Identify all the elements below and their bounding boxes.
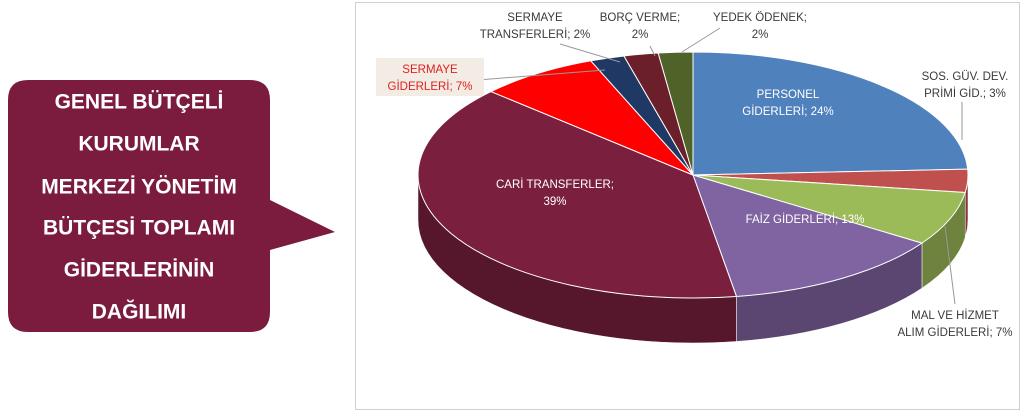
data-label: GİDERLERİ; 7%: [388, 80, 473, 93]
data-label: SERMAYE: [402, 64, 458, 76]
slice: [417, 90, 738, 299]
title-line: KURUMLAR: [78, 133, 199, 156]
data-label: PRİMİ GİD.; 3%: [924, 87, 1006, 100]
data-label: CARİ TRANSFERLER;: [496, 178, 614, 191]
data-label: TRANSFERLERİ; 2%: [480, 28, 591, 41]
title-line: GİDERLERİNİN: [64, 259, 215, 282]
data-label: 39%: [543, 196, 566, 208]
label-background: [376, 58, 484, 96]
title-line: MERKEZİ YÖNETİM: [41, 176, 237, 199]
data-label: FAİZ GİDERLERİ; 13%: [746, 213, 865, 226]
leader-line: [944, 225, 956, 305]
data-label: GİDERLERİ; 24%: [742, 105, 833, 118]
leader-line: [559, 43, 621, 63]
title-line: BÜTÇESİ TOPLAMI: [43, 217, 235, 240]
data-label: PERSONEL: [757, 89, 820, 101]
slice: [489, 60, 694, 176]
slice: [692, 174, 924, 297]
title-callout: [8, 80, 335, 332]
slice: [692, 174, 966, 244]
data-label: SOS. GÜV. DEV.: [922, 71, 1009, 83]
data-label: SERMAYE: [507, 12, 563, 24]
data-label: MAL VE HİZMET: [911, 309, 999, 322]
data-label: BORÇ VERME;: [600, 12, 681, 24]
leader-line: [681, 27, 721, 53]
title-line: GENEL BÜTÇELİ: [55, 91, 224, 114]
pie: [417, 51, 969, 344]
slice: [692, 51, 969, 176]
title-line: DAĞILIMI: [92, 300, 187, 324]
data-label: ALIM GİDERLERİ; 7%: [897, 326, 1012, 339]
leader-line: [477, 69, 606, 81]
leader-line: [649, 45, 656, 57]
slice: [657, 51, 694, 176]
data-label: 2%: [752, 29, 769, 41]
data-label: 2%: [632, 29, 649, 41]
data-label: YEDEK ÖDENEK;: [713, 12, 807, 24]
